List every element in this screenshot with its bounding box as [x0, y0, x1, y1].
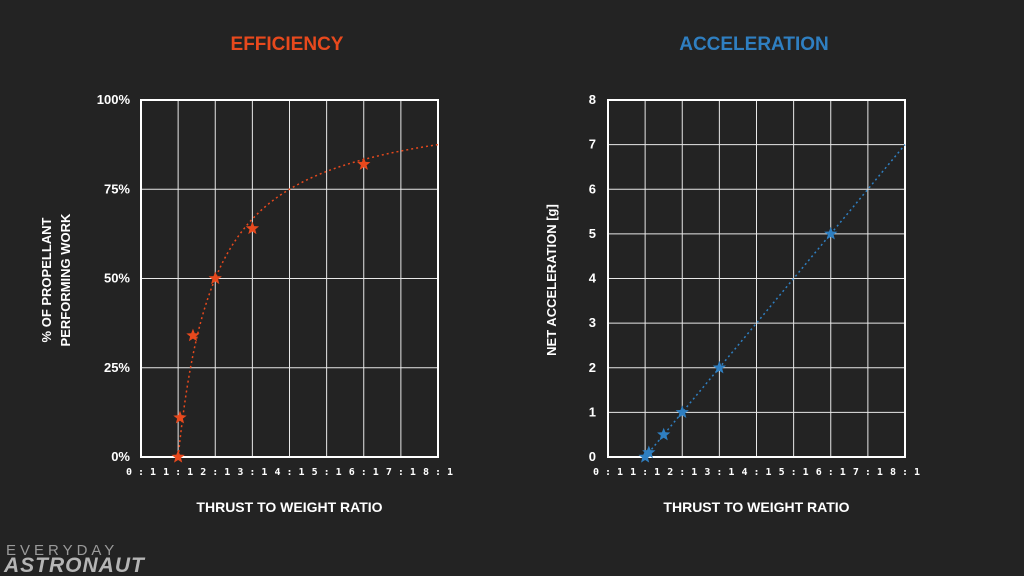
y-tick-label: 4: [589, 271, 597, 286]
x-tick-label: 8 : 1: [890, 467, 920, 478]
x-axis-label: THRUST TO WEIGHT RATIO: [196, 499, 382, 515]
x-tick-label: 1 : 1: [163, 467, 193, 478]
x-tick-label: 6 : 1: [349, 467, 379, 478]
x-tick-label: 7 : 1: [386, 467, 416, 478]
y-tick-label: 3: [589, 315, 596, 330]
data-point-star: [657, 427, 671, 441]
data-point-star: [186, 328, 200, 342]
x-axis-label: THRUST TO WEIGHT RATIO: [663, 499, 849, 515]
y-tick-label: 25%: [104, 360, 130, 375]
x-tick-label: 0 : 1: [126, 467, 156, 478]
y-axis-label: PERFORMING WORK: [58, 213, 73, 346]
x-tick-label: 4 : 1: [741, 467, 771, 478]
y-tick-label: 1: [589, 404, 596, 419]
data-point-star: [824, 226, 838, 240]
data-point-star: [171, 450, 185, 463]
y-tick-label: 7: [589, 137, 596, 152]
data-point-star: [245, 221, 260, 235]
logo-line1: EVERYDAY: [6, 542, 118, 559]
y-tick-label: 0%: [111, 449, 130, 464]
chart-acceleration: ACCELERATION 0 1 2 3 4 5 6 7 8 0 : 1 1 : 1 2 : 1 3 : …: [544, 34, 920, 515]
x-tick-label: 3 : 1: [704, 467, 734, 478]
logo-line2: ASTRONAUT: [3, 554, 146, 576]
x-tick-label: 2 : 1: [667, 467, 697, 478]
y-tick-label: 0: [589, 449, 596, 464]
y-axis-label: % OF PROPELLANT: [39, 217, 54, 342]
x-tick-label: 3 : 1: [237, 467, 267, 478]
y-tick-label: 2: [589, 360, 596, 375]
x-tick-label: 5 : 1: [779, 467, 809, 478]
logo: EVERYDAY ASTRONAUT: [3, 542, 146, 576]
data-point-star: [173, 410, 187, 424]
chart-title: EFFICIENCY: [231, 34, 344, 55]
grid: [141, 100, 438, 457]
data-point-star: [357, 157, 371, 170]
y-tick-label: 100%: [97, 92, 131, 107]
trend-curve: [177, 143, 439, 458]
data-point-star: [208, 271, 222, 285]
y-tick-label: 5: [589, 226, 596, 241]
y-tick-label: 8: [589, 92, 596, 107]
chart-title: ACCELERATION: [679, 34, 829, 55]
x-tick-label: 5 : 1: [312, 467, 342, 478]
chart-efficiency: EFFICIENCY 0% 25% 50% 75% 100% 0 : 1 1 : 1 2 : 1…: [39, 34, 453, 515]
y-tick-label: 6: [589, 181, 596, 196]
data-point-star: [638, 450, 652, 463]
x-tick-label: 4 : 1: [274, 467, 304, 478]
data-point-star: [675, 405, 689, 419]
y-axis-label: NET ACCELERATION [g]: [544, 204, 559, 356]
x-tick-label: 8 : 1: [423, 467, 453, 478]
x-tick-label: 1 : 1: [630, 467, 660, 478]
data-point-star: [712, 360, 727, 374]
grid: [608, 100, 905, 457]
plot-frame: [140, 99, 439, 458]
data-point-star: [642, 445, 656, 459]
y-tick-label: 75%: [104, 181, 130, 196]
y-tick-label: 50%: [104, 271, 130, 286]
x-tick-label: 6 : 1: [816, 467, 846, 478]
x-tick-label: 7 : 1: [853, 467, 883, 478]
x-tick-label: 2 : 1: [200, 467, 230, 478]
plot-frame: [607, 99, 906, 458]
x-tick-label: 0 : 1: [593, 467, 623, 478]
